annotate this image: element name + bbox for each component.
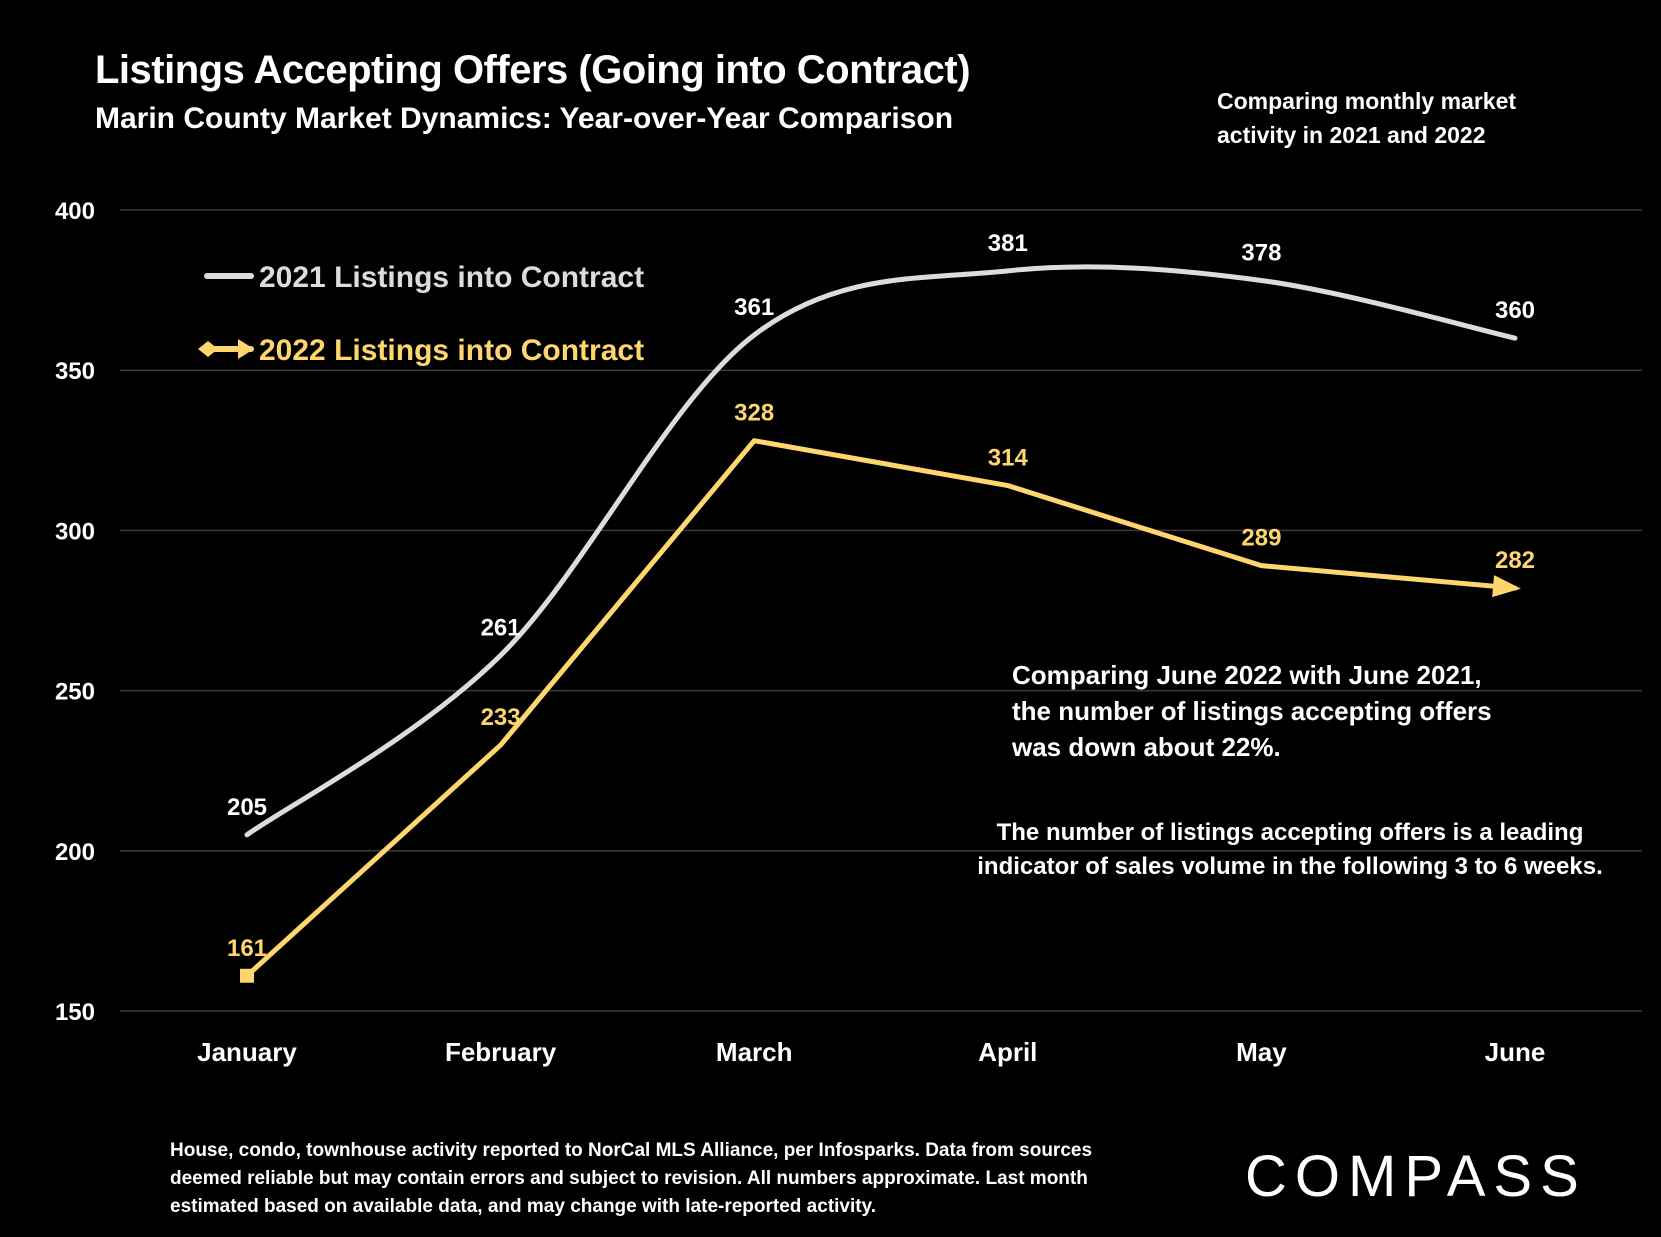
leading-indicator-line: indicator of sales volume in the followi… <box>977 853 1603 880</box>
series-start-marker <box>240 968 254 983</box>
legend-label: 2021 Listings into Contract <box>259 261 644 294</box>
data-label: 282 <box>1495 547 1535 574</box>
comparison-note-line: Comparing June 2022 with June 2021, <box>1012 660 1482 690</box>
x-tick-label: January <box>197 1037 297 1067</box>
data-label: 378 <box>1241 239 1281 266</box>
data-label: 314 <box>988 445 1029 472</box>
x-tick-label: March <box>716 1037 793 1067</box>
legend-arrow-marker <box>238 339 254 359</box>
chart-title: Listings Accepting Offers (Going into Co… <box>95 48 971 92</box>
footnote-line: House, condo, townhouse activity reporte… <box>170 1140 1093 1161</box>
data-label: 328 <box>734 400 774 427</box>
legend-label: 2022 Listings into Contract <box>259 334 644 367</box>
y-tick-label: 200 <box>55 839 95 866</box>
data-label: 361 <box>734 294 774 321</box>
y-tick-label: 250 <box>55 679 95 706</box>
series-2021-line <box>244 264 1518 838</box>
x-axis-ticks: January February March April May June <box>197 1037 1545 1067</box>
leading-indicator-note: The number of listings accepting offers … <box>940 816 1640 884</box>
comparison-note: Comparing June 2022 with June 2021, the … <box>1012 657 1492 765</box>
y-tick-label: 150 <box>55 999 95 1026</box>
chart-subtitle: Marin County Market Dynamics: Year-over-… <box>95 102 954 135</box>
y-tick-label: 400 <box>55 198 95 225</box>
y-axis-ticks: 150 200 250 300 350 400 <box>55 198 95 1026</box>
series-lines <box>240 264 1521 983</box>
grid-lines <box>120 209 1642 1012</box>
top-note-line: Comparing monthly market <box>1217 88 1517 114</box>
data-label: 161 <box>227 935 267 962</box>
data-labels: 205 261 361 381 378 360 161 233 328 314 289 282 <box>227 230 1535 962</box>
series-end-arrow <box>1492 575 1521 598</box>
data-label: 289 <box>1241 525 1281 552</box>
top-note-line: activity in 2021 and 2022 <box>1217 122 1486 148</box>
x-tick-label: April <box>978 1037 1037 1067</box>
data-label: 205 <box>227 794 267 821</box>
y-tick-label: 300 <box>55 518 95 545</box>
source-footnote: House, condo, townhouse activity reporte… <box>170 1137 1190 1221</box>
data-label: 360 <box>1495 297 1535 324</box>
comparison-note-line: was down about 22%. <box>1012 732 1281 762</box>
legend: 2021 Listings into Contract 2022 Listings… <box>198 261 644 367</box>
top-note: Comparing monthly market activity in 202… <box>1217 84 1577 152</box>
legend-diamond-marker <box>198 341 218 357</box>
data-label: 261 <box>481 614 521 641</box>
footnote-line: deemed reliable but may contain errors a… <box>170 1168 1088 1189</box>
x-tick-label: May <box>1236 1037 1287 1067</box>
x-tick-label: June <box>1485 1037 1546 1067</box>
data-label: 233 <box>481 704 521 731</box>
footnote-line: estimated based on available data, and m… <box>170 1196 877 1217</box>
data-label: 381 <box>988 230 1028 257</box>
y-tick-label: 350 <box>55 358 95 385</box>
compass-logo: COMPASS <box>1245 1144 1587 1209</box>
x-tick-label: February <box>445 1037 557 1067</box>
comparison-note-line: the number of listings accepting offers <box>1012 696 1492 726</box>
series-2022-line <box>244 438 1518 979</box>
leading-indicator-line: The number of listings accepting offers … <box>996 819 1584 846</box>
